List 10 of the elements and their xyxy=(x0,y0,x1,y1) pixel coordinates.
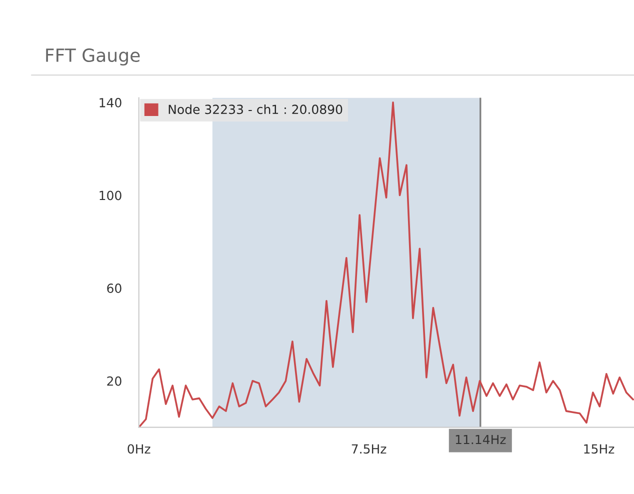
x-tick-label: 15Hz xyxy=(584,444,614,454)
y-tick-label: 20 xyxy=(107,376,122,386)
chart-title: FFT Gauge xyxy=(46,48,140,66)
x-tick-label: 7.5Hz xyxy=(352,444,386,454)
y-tick-label: 140 xyxy=(100,98,122,108)
x-tick-label: 0Hz xyxy=(128,444,150,454)
legend-label: Node 32233 - ch1 : 20.0890 xyxy=(168,104,342,114)
ref-line-label: 11.14Hz xyxy=(456,434,506,444)
y-tick-label: 100 xyxy=(100,190,122,200)
y-tick-label: 60 xyxy=(107,284,122,294)
